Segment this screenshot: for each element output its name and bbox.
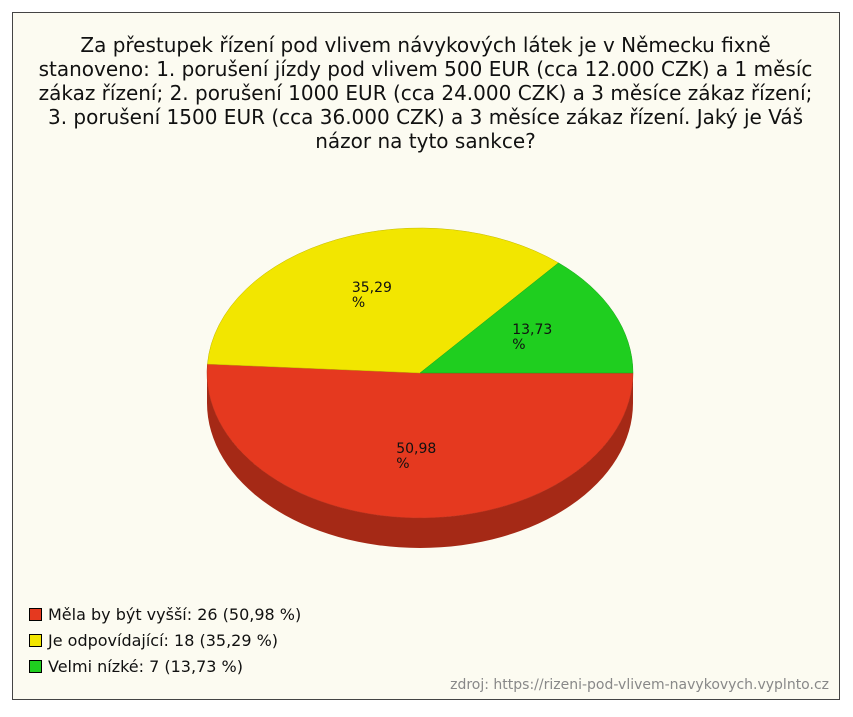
legend-swatch: [29, 607, 42, 621]
pie-slice: [207, 227, 559, 374]
chart-frame: Za přestupek řízení pod vlivem návykovýc…: [12, 12, 840, 700]
pie-slice: [206, 363, 634, 519]
pie-sides: [207, 373, 633, 548]
legend-swatch: [29, 633, 42, 647]
data-label: 13,73 %: [512, 321, 553, 353]
data-label: 50,98 %: [396, 441, 437, 473]
pie-slice-side: [207, 373, 633, 548]
legend-entry: Velmi nízké: 7 (13,73 %): [29, 653, 301, 679]
pie-slice: [419, 262, 634, 374]
legend-label: Je odpovídající: 18 (35,29 %): [48, 630, 279, 650]
legend-label: Měla by být vyšší: 26 (50,98 %): [48, 604, 302, 624]
data-label: 35,29 %: [351, 279, 392, 311]
pie-slices: [206, 227, 634, 519]
legend: Měla by být vyšší: 26 (50,98 %) Je odpoví…: [29, 601, 301, 679]
legend-swatch: [29, 659, 42, 673]
chart-title: Za přestupek řízení pod vlivem návykovýc…: [38, 33, 813, 153]
source-note: zdroj: https://rizeni-pod-vlivem-navykov…: [450, 677, 829, 693]
legend-entry: Měla by být vyšší: 26 (50,98 %): [29, 601, 301, 627]
legend-entry: Je odpovídající: 18 (35,29 %): [29, 627, 301, 653]
legend-label: Velmi nízké: 7 (13,73 %): [48, 656, 243, 676]
